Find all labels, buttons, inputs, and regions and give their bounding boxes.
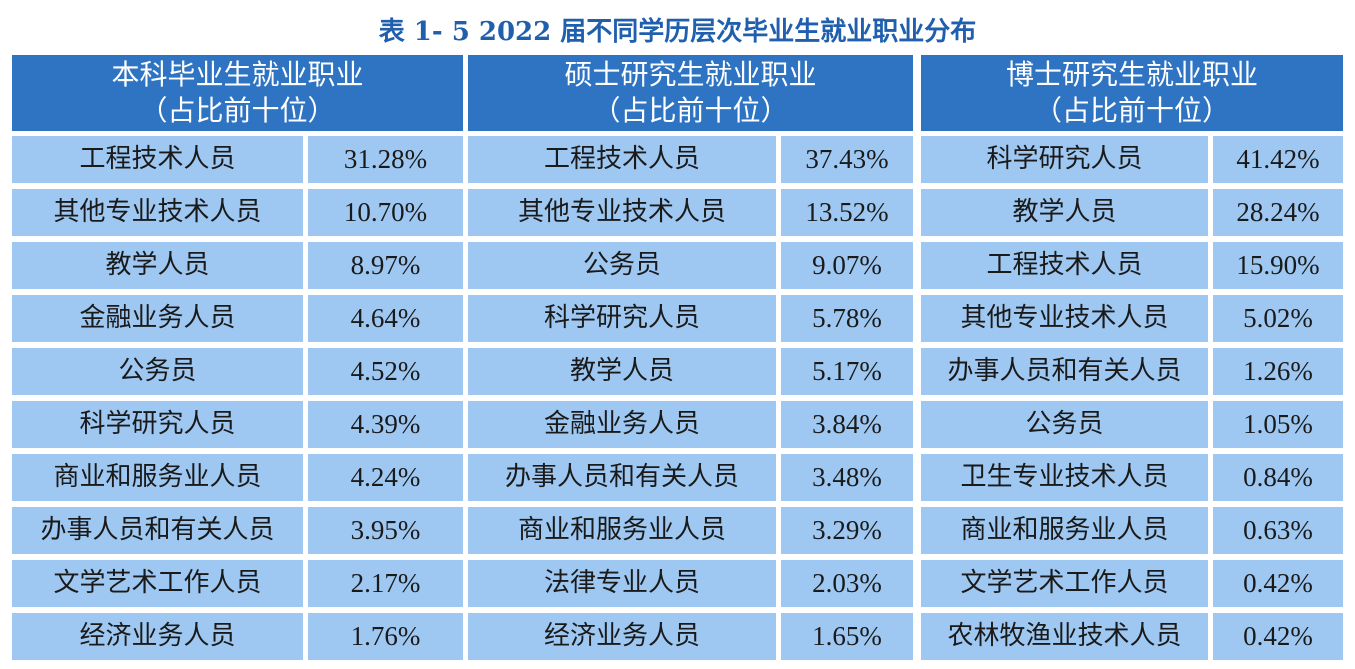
occupation-cell: 经济业务人员	[12, 613, 303, 660]
table-row: 金融业务人员 4.64% 科学研究人员 5.78% 其他专业技术人员 5.02%	[0, 295, 1355, 342]
column-header-line1: 本科毕业生就业职业	[111, 58, 364, 91]
occupation-cell: 文学艺术工作人员	[921, 560, 1208, 607]
percentage-cell: 28.24%	[1213, 189, 1343, 236]
table-row: 商业和服务业人员 4.24% 办事人员和有关人员 3.48% 卫生专业技术人员 0.84%	[0, 454, 1355, 501]
percentage-cell: 2.17%	[308, 560, 463, 607]
occupation-cell: 金融业务人员	[468, 401, 776, 448]
table-row: 经济业务人员 1.76% 经济业务人员 1.65% 农林牧渔业技术人员 0.42%	[0, 613, 1355, 660]
occupation-cell: 教学人员	[468, 348, 776, 395]
percentage-cell: 3.84%	[781, 401, 913, 448]
percentage-cell: 1.26%	[1213, 348, 1343, 395]
occupation-cell: 商业和服务业人员	[468, 507, 776, 554]
column-header-doctoral: 博士研究生就业职业 （占比前十位）	[921, 55, 1343, 131]
occupation-cell: 农林牧渔业技术人员	[921, 613, 1208, 660]
column-header-master: 硕士研究生就业职业 （占比前十位）	[468, 55, 913, 131]
percentage-cell: 3.95%	[308, 507, 463, 554]
table-row: 公务员 4.52% 教学人员 5.17% 办事人员和有关人员 1.26%	[0, 348, 1355, 395]
table-row: 其他专业技术人员 10.70% 其他专业技术人员 13.52% 教学人员 28.24%	[0, 189, 1355, 236]
column-header-line1: 博士研究生就业职业	[1005, 58, 1258, 91]
occupation-cell: 工程技术人员	[468, 136, 776, 183]
occupation-cell: 公务员	[468, 242, 776, 289]
percentage-cell: 5.02%	[1213, 295, 1343, 342]
percentage-cell: 4.52%	[308, 348, 463, 395]
occupation-cell: 办事人员和有关人员	[12, 507, 303, 554]
occupation-cell: 法律专业人员	[468, 560, 776, 607]
column-header-line2: （占比前十位）	[592, 94, 789, 127]
percentage-cell: 5.78%	[781, 295, 913, 342]
percentage-cell: 37.43%	[781, 136, 913, 183]
percentage-cell: 4.64%	[308, 295, 463, 342]
column-header-line1: 硕士研究生就业职业	[564, 58, 817, 91]
percentage-cell: 13.52%	[781, 189, 913, 236]
occupation-cell: 其他专业技术人员	[468, 189, 776, 236]
table-row: 工程技术人员 31.28% 工程技术人员 37.43% 科学研究人员 41.42%	[0, 136, 1355, 183]
percentage-cell: 5.17%	[781, 348, 913, 395]
occupation-cell: 科学研究人员	[921, 136, 1208, 183]
percentage-cell: 3.48%	[781, 454, 913, 501]
percentage-cell: 15.90%	[1213, 242, 1343, 289]
percentage-cell: 4.39%	[308, 401, 463, 448]
occupation-cell: 工程技术人员	[921, 242, 1208, 289]
percentage-cell: 0.84%	[1213, 454, 1343, 501]
percentage-cell: 0.42%	[1213, 560, 1343, 607]
occupation-cell: 金融业务人员	[12, 295, 303, 342]
percentage-cell: 4.24%	[308, 454, 463, 501]
column-header-line2: （占比前十位）	[139, 94, 336, 127]
occupation-cell: 其他专业技术人员	[12, 189, 303, 236]
occupation-cell: 经济业务人员	[468, 613, 776, 660]
percentage-cell: 10.70%	[308, 189, 463, 236]
occupation-cell: 教学人员	[921, 189, 1208, 236]
occupation-cell: 办事人员和有关人员	[468, 454, 776, 501]
percentage-cell: 0.42%	[1213, 613, 1343, 660]
occupation-cell: 其他专业技术人员	[921, 295, 1208, 342]
table-row: 教学人员 8.97% 公务员 9.07% 工程技术人员 15.90%	[0, 242, 1355, 289]
table-title: 表 1- 5 2022 届不同学历层次毕业生就业职业分布	[378, 17, 977, 47]
occupation-cell: 科学研究人员	[468, 295, 776, 342]
column-header-undergraduate: 本科毕业生就业职业 （占比前十位）	[12, 55, 463, 131]
occupation-cell: 教学人员	[12, 242, 303, 289]
percentage-cell: 9.07%	[781, 242, 913, 289]
column-header-line2: （占比前十位）	[1033, 94, 1230, 127]
percentage-cell: 2.03%	[781, 560, 913, 607]
percentage-cell: 3.29%	[781, 507, 913, 554]
occupation-cell: 科学研究人员	[12, 401, 303, 448]
occupation-cell: 办事人员和有关人员	[921, 348, 1208, 395]
occupation-cell: 商业和服务业人员	[921, 507, 1208, 554]
table-row: 办事人员和有关人员 3.95% 商业和服务业人员 3.29% 商业和服务业人员 0.63%	[0, 507, 1355, 554]
percentage-cell: 8.97%	[308, 242, 463, 289]
percentage-cell: 1.05%	[1213, 401, 1343, 448]
occupation-cell: 卫生专业技术人员	[921, 454, 1208, 501]
percentage-cell: 31.28%	[308, 136, 463, 183]
table-row: 文学艺术工作人员 2.17% 法律专业人员 2.03% 文学艺术工作人员 0.42%	[0, 560, 1355, 607]
percentage-cell: 41.42%	[1213, 136, 1343, 183]
occupation-cell: 文学艺术工作人员	[12, 560, 303, 607]
occupation-cell: 公务员	[921, 401, 1208, 448]
percentage-cell: 1.76%	[308, 613, 463, 660]
percentage-cell: 0.63%	[1213, 507, 1343, 554]
occupation-cell: 工程技术人员	[12, 136, 303, 183]
occupation-cell: 商业和服务业人员	[12, 454, 303, 501]
occupation-cell: 公务员	[12, 348, 303, 395]
percentage-cell: 1.65%	[781, 613, 913, 660]
table-row: 科学研究人员 4.39% 金融业务人员 3.84% 公务员 1.05%	[0, 401, 1355, 448]
